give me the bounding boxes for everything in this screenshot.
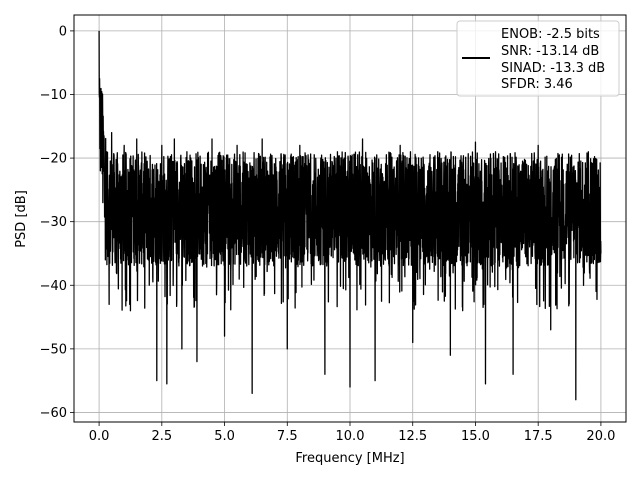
x-tick-label: 2.5 — [151, 429, 172, 444]
legend-enob: ENOB: -2.5 bits — [501, 27, 600, 42]
y-tick-label: −30 — [40, 215, 67, 230]
x-tick-label: 20.0 — [586, 429, 615, 444]
legend-snr: SNR: -13.14 dB — [501, 44, 599, 59]
legend-sinad: SINAD: -13.3 dB — [501, 61, 605, 76]
x-tick-label: 7.5 — [277, 429, 298, 444]
y-tick-label: −20 — [40, 152, 67, 167]
psd-line — [98, 30, 602, 401]
legend-sfdr: SFDR: 3.46 — [501, 77, 573, 92]
x-tick-label: 10.0 — [336, 429, 365, 444]
x-tick-label: 17.5 — [524, 429, 553, 444]
y-tick-label: −50 — [40, 342, 67, 357]
psd-series — [98, 30, 602, 401]
x-tick-label: 12.5 — [398, 429, 427, 444]
x-axis-label: Frequency [MHz] — [295, 451, 404, 466]
y-tick-label: −10 — [40, 88, 67, 103]
y-tick-label: 0 — [59, 24, 67, 39]
legend: ENOB: -2.5 bits SNR: -13.14 dB SINAD: -1… — [456, 20, 620, 97]
legend-box — [456, 20, 620, 97]
y-axis-label: PSD [dB] — [14, 190, 29, 248]
y-axis-ticks: 0 −10 −20 −30 −40 −50 −60 — [40, 24, 74, 421]
y-tick-label: −40 — [40, 279, 67, 294]
x-tick-label: 0.0 — [89, 429, 110, 444]
x-tick-label: 15.0 — [461, 429, 490, 444]
x-axis-ticks: 0.0 2.5 5.0 7.5 10.0 12.5 15.0 17.5 20.0 — [89, 422, 615, 444]
x-tick-label: 5.0 — [214, 429, 235, 444]
y-tick-label: −60 — [40, 406, 67, 421]
